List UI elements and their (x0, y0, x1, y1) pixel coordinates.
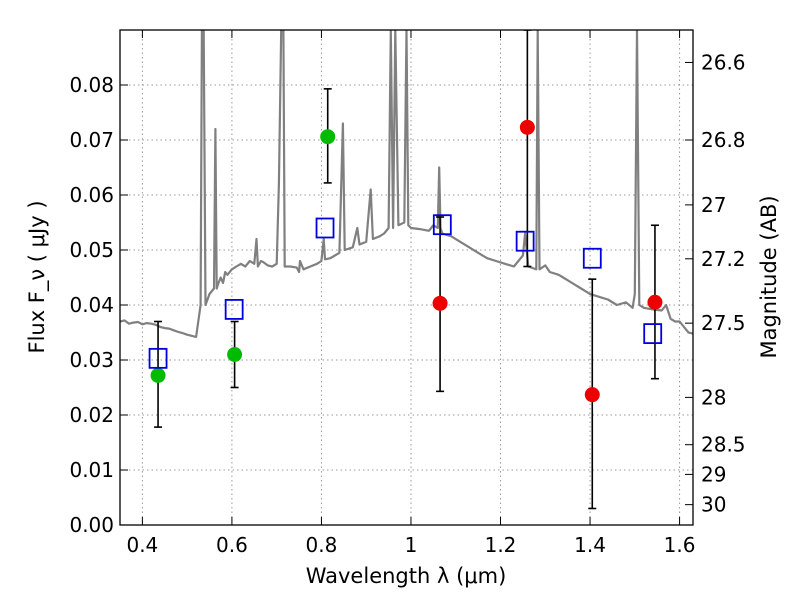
tick-labels: 0.4 0.6 0.8 1 1.2 1.4 1.6 0.00 0.01 0.02 0.03 0.04 0… (69, 50, 745, 557)
y-tick-label: 0.00 (69, 513, 114, 537)
x-tick-label: 0.6 (216, 533, 248, 557)
y2-axis-title: Magnitude (AB) (757, 195, 781, 358)
y2-tick-label: 27 (701, 193, 726, 217)
y-tick-label: 0.08 (69, 73, 114, 97)
x-tick-label: 1.2 (485, 533, 517, 557)
y2-tick-label: 29 (701, 462, 726, 486)
y-tick-label: 0.06 (69, 183, 114, 207)
x-tick-label: 1 (405, 533, 418, 557)
x-axis-title: Wavelength λ (μm) (306, 564, 507, 588)
measured-flux-marker (432, 295, 448, 311)
measured-flux-marker (519, 119, 535, 135)
y2-tick-label: 28 (701, 385, 726, 409)
axis-ticks (120, 30, 693, 526)
data-markers (148, 119, 663, 403)
y2-tick-label: 26.6 (701, 50, 746, 74)
detected-flux-marker (227, 347, 243, 362)
model-photometry-marker (582, 247, 602, 269)
x-tick-label: 0.8 (306, 533, 338, 557)
plot-frame (119, 29, 694, 526)
model-spectrum (120, 30, 693, 338)
y2-tick-label: 27.2 (701, 247, 746, 271)
x-tick-label: 0.4 (126, 533, 158, 557)
model-photometry-marker (643, 323, 663, 345)
x-tick-label: 1.4 (574, 533, 606, 557)
y2-tick-label: 26.8 (701, 128, 746, 152)
y-tick-label: 0.05 (69, 238, 114, 262)
y2-tick-label: 28.5 (701, 433, 746, 457)
y-tick-label: 0.04 (69, 293, 114, 317)
model-photometry-marker (515, 230, 535, 252)
measured-flux-marker (647, 294, 663, 310)
spectrum-line (120, 30, 693, 338)
x-tick-label: 1.6 (664, 533, 696, 557)
model-photometry-marker (432, 214, 452, 236)
model-photometry-marker (315, 217, 335, 239)
y-axis-title: Flux F_ν ( μJy ) (25, 200, 50, 353)
y-tick-label: 0.01 (69, 458, 114, 482)
detected-flux-marker (150, 367, 166, 383)
model-photometry-marker (148, 347, 168, 369)
y-tick-label: 0.02 (69, 403, 114, 427)
y-tick-label: 0.03 (69, 348, 114, 372)
y2-tick-label: 30 (701, 493, 726, 517)
y2-tick-label: 27.5 (701, 311, 746, 335)
y-tick-label: 0.07 (69, 128, 114, 152)
model-photometry-marker (224, 298, 244, 320)
detected-flux-marker (320, 129, 336, 145)
measured-flux-marker (584, 387, 600, 403)
